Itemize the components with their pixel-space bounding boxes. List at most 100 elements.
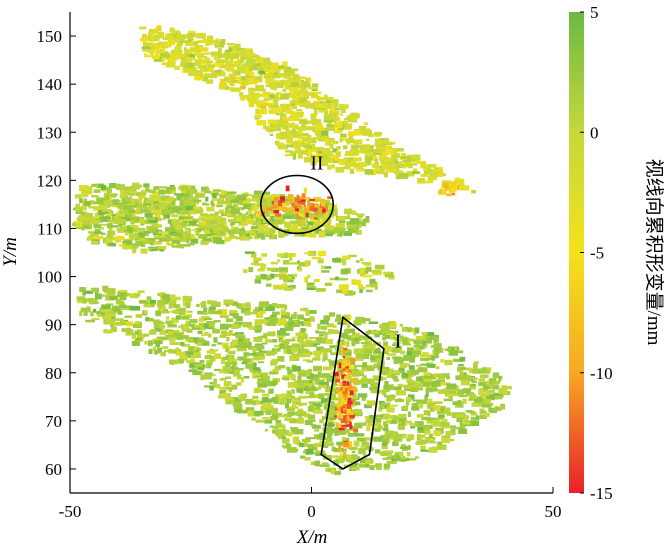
data-point [171, 240, 180, 244]
data-point [76, 296, 86, 301]
data-point [224, 54, 233, 60]
data-point [448, 350, 458, 356]
data-point [328, 211, 338, 216]
data-point [288, 68, 299, 72]
data-point [226, 318, 234, 323]
data-point [278, 267, 288, 273]
data-point [493, 392, 504, 398]
data-point [268, 106, 275, 109]
data-point [441, 437, 451, 444]
data-point [344, 216, 350, 219]
data-point [171, 210, 179, 213]
data-point [212, 63, 223, 67]
data-point [423, 378, 433, 382]
region-II-outline [259, 174, 334, 235]
data-point [258, 72, 263, 76]
data-point [425, 334, 430, 339]
data-point [155, 47, 159, 52]
data-point [393, 361, 399, 364]
data-point [380, 159, 387, 165]
x-tick-group: -50 0 50 [59, 487, 562, 521]
data-point [169, 27, 175, 33]
data-point [351, 210, 356, 215]
data-point [143, 209, 152, 213]
colorbar-tick-label: -5 [590, 244, 604, 263]
data-point [296, 76, 306, 79]
data-point [300, 124, 306, 128]
data-point [217, 55, 223, 58]
data-point [326, 102, 334, 107]
data-point [417, 387, 423, 391]
data-point [393, 379, 400, 382]
data-point [256, 381, 262, 385]
data-point [365, 284, 374, 288]
data-point [365, 216, 370, 221]
data-point [420, 161, 427, 164]
data-point [161, 46, 166, 52]
data-point [144, 53, 148, 58]
data-point [297, 200, 302, 204]
data-point [444, 188, 447, 195]
y-axis-title: Y/m [0, 237, 21, 267]
data-point [295, 332, 305, 337]
data-point [100, 185, 107, 190]
data-point [416, 364, 422, 367]
data-point [423, 180, 433, 184]
data-point [243, 203, 253, 209]
data-point [234, 406, 243, 413]
data-point [291, 314, 297, 319]
data-point [170, 310, 179, 313]
data-point [357, 167, 364, 170]
data-point [398, 367, 405, 373]
data-point [336, 405, 342, 412]
data-point [349, 373, 354, 376]
data-point [360, 445, 366, 448]
data-point [276, 72, 286, 78]
data-point [254, 263, 264, 266]
data-point [406, 161, 411, 167]
data-point [207, 333, 212, 338]
data-point [441, 435, 451, 439]
data-point [414, 327, 420, 334]
data-point [437, 410, 445, 415]
data-point [344, 368, 349, 372]
data-point [299, 353, 305, 358]
data-point [243, 197, 250, 204]
data-point [320, 131, 329, 137]
data-point [299, 90, 306, 95]
data-point [229, 313, 239, 316]
data-point [333, 102, 339, 108]
data-point [191, 326, 201, 330]
data-point [307, 148, 316, 153]
data-point [420, 363, 431, 366]
data-point [285, 123, 295, 128]
data-point [85, 298, 90, 303]
data-point [274, 394, 282, 398]
data-point [315, 131, 322, 136]
data-point [204, 186, 209, 192]
data-point [448, 394, 453, 399]
data-point [253, 206, 260, 210]
data-point [309, 394, 315, 398]
data-point [360, 342, 369, 345]
data-point [303, 157, 312, 163]
data-point [281, 376, 287, 380]
data-point [291, 347, 298, 353]
data-point [146, 189, 151, 192]
data-point [128, 191, 137, 194]
data-point [377, 361, 385, 365]
data-point [432, 405, 441, 411]
data-point [315, 123, 323, 127]
data-point [199, 359, 205, 364]
data-point [80, 307, 90, 312]
data-point [455, 177, 460, 184]
data-point [338, 423, 342, 427]
data-point [164, 298, 170, 302]
data-point [299, 79, 304, 83]
data-point [407, 347, 415, 352]
data-point [93, 231, 103, 235]
data-point [230, 358, 237, 363]
data-point [207, 67, 214, 71]
data-point [325, 206, 328, 212]
data-point [272, 368, 279, 374]
